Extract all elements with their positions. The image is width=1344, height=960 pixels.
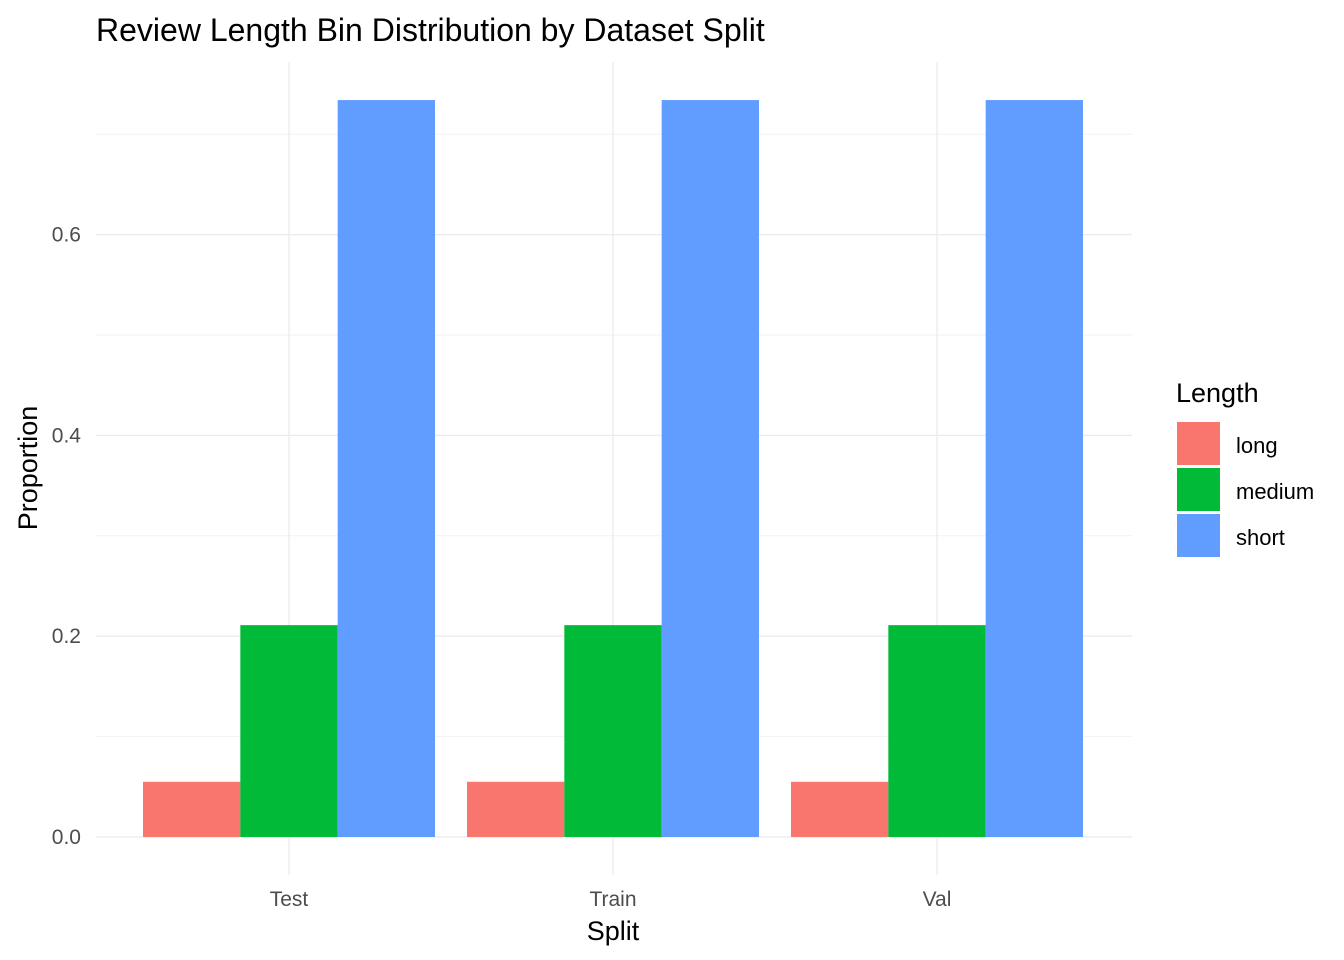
bar-train-long xyxy=(467,781,565,837)
y-tick-label: 0.6 xyxy=(52,224,81,247)
bar-val-short xyxy=(985,100,1083,837)
y-axis-title: Proportion xyxy=(13,406,43,531)
bar-train-medium xyxy=(564,625,662,837)
x-axis-ticks: Test Train Val xyxy=(270,888,952,911)
bar-val-long xyxy=(791,781,889,837)
x-tick-label: Test xyxy=(270,888,309,911)
y-tick-label: 0.4 xyxy=(52,424,82,447)
legend-label-long: long xyxy=(1236,433,1278,458)
y-tick-label: 0.0 xyxy=(52,826,81,849)
legend-title: Length xyxy=(1176,378,1259,408)
bar-test-short xyxy=(337,100,435,837)
legend-key-medium xyxy=(1177,468,1220,511)
x-tick-label: Train xyxy=(589,888,636,911)
x-tick-label: Val xyxy=(923,888,952,911)
bar-val-medium xyxy=(888,625,986,837)
legend-label-short: short xyxy=(1236,525,1285,550)
bar-test-long xyxy=(143,781,241,837)
x-axis-title: Split xyxy=(587,916,640,946)
legend-key-long xyxy=(1177,422,1220,465)
legend-label-medium: medium xyxy=(1236,479,1314,504)
y-tick-label: 0.2 xyxy=(52,625,81,648)
bar-test-medium xyxy=(240,625,338,837)
legend-key-short xyxy=(1177,514,1220,557)
chart-title: Review Length Bin Distribution by Datase… xyxy=(96,12,765,48)
legend: Length long medium short xyxy=(1176,378,1314,557)
bars xyxy=(143,100,1083,837)
y-axis-ticks: 0.0 0.2 0.4 0.6 xyxy=(52,224,82,849)
bar-train-short xyxy=(661,100,759,837)
